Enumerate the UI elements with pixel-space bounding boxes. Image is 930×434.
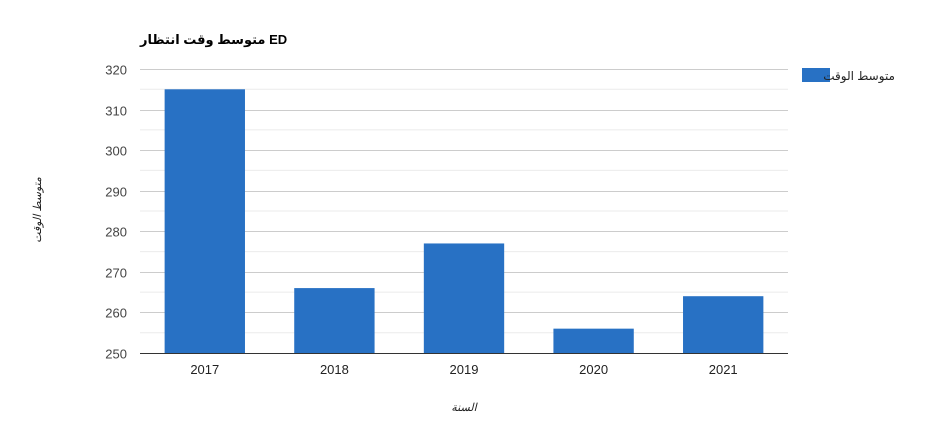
bar[interactable] [423, 243, 505, 353]
x-tick-label: 2020 [579, 362, 608, 377]
legend-label: متوسط الوقت [823, 69, 895, 84]
y-tick-label: 320 [105, 63, 127, 78]
legend-swatch [802, 68, 830, 82]
bar[interactable] [553, 328, 634, 353]
y-tick-label: 300 [105, 144, 127, 159]
y-tick-label: 270 [105, 266, 127, 281]
gridlines [140, 69, 788, 354]
x-tick-label: 2021 [709, 362, 738, 377]
bar[interactable] [294, 288, 375, 353]
bars [164, 89, 764, 354]
y-axis-title: متوسط الوقت [32, 177, 44, 243]
bar[interactable] [683, 296, 764, 353]
bar[interactable] [164, 89, 245, 354]
y-tick-label: 310 [105, 104, 127, 119]
y-tick-label: 260 [105, 306, 127, 321]
x-tick-label: 2019 [450, 362, 479, 377]
y-tick-labels: 250 260 270 280 290 300 310 320 [105, 63, 127, 362]
y-tick-label: 250 [105, 347, 127, 362]
x-tick-label: 2017 [190, 362, 219, 377]
y-tick-label: 280 [105, 225, 127, 240]
chart-title: متوسط وقت انتظار ED [139, 32, 287, 47]
y-tick-label: 290 [105, 185, 127, 200]
x-axis-title: السنة [451, 402, 478, 414]
legend[interactable]: متوسط الوقت [802, 68, 895, 84]
x-tick-labels: 2017 2018 2019 2020 2021 [190, 362, 737, 377]
x-tick-label: 2018 [320, 362, 349, 377]
